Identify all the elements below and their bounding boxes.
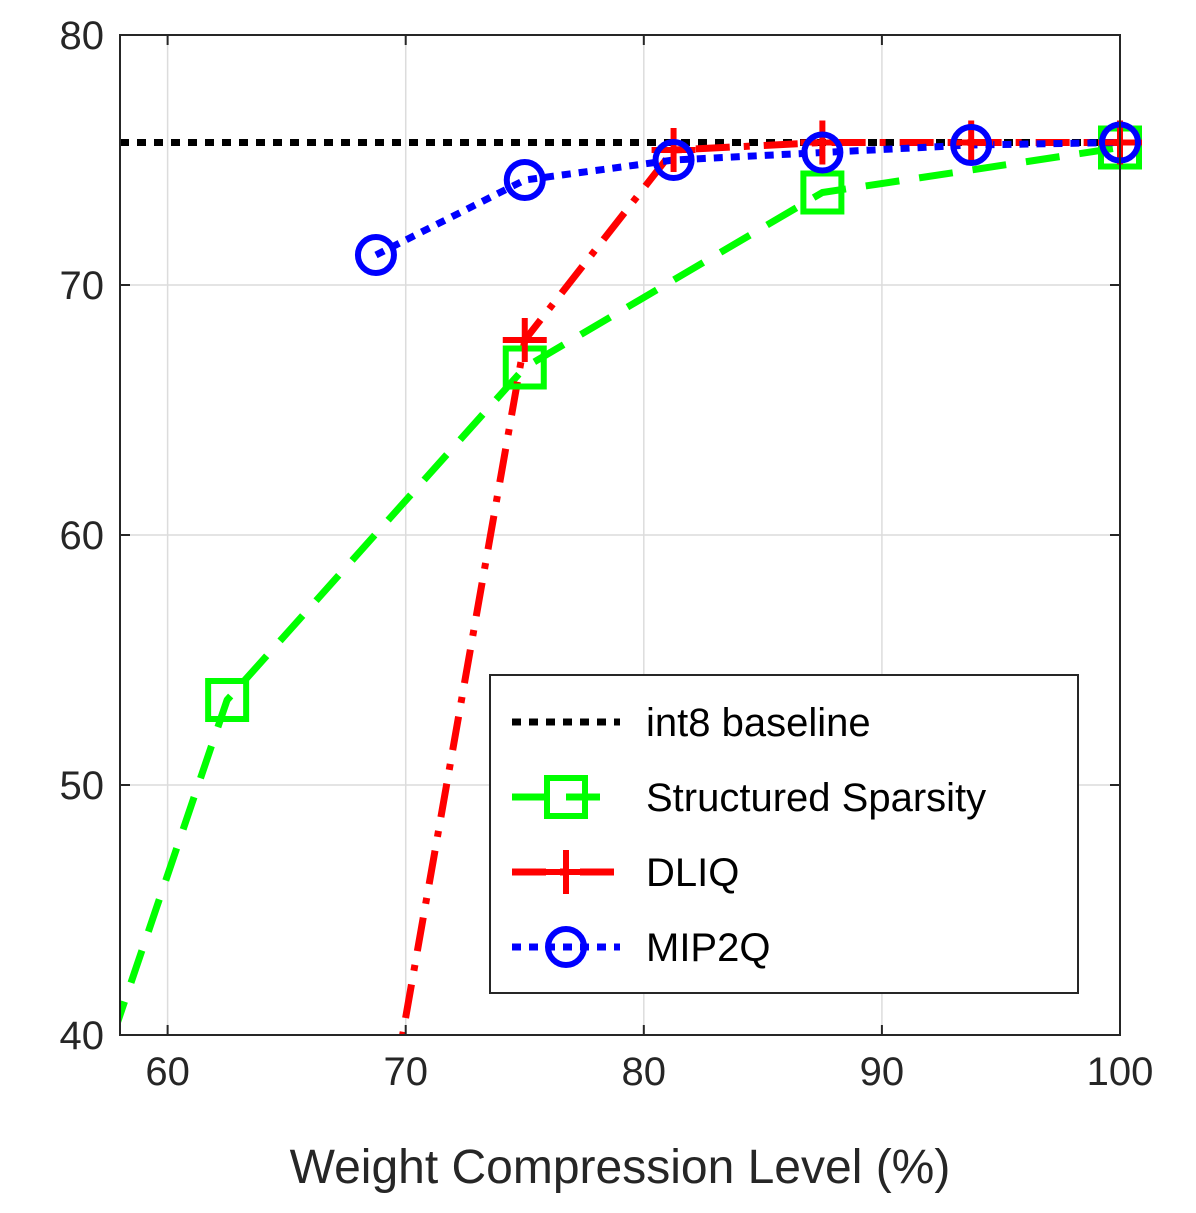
- data-point-mip2q: [354, 234, 397, 276]
- legend-label-structured-sparsity: Structured Sparsity: [646, 776, 986, 820]
- x-tick-label: 70: [383, 1050, 428, 1094]
- legend-marker-structured-sparsity: [544, 775, 588, 819]
- data-point-structured-sparsity: [205, 678, 250, 722]
- ticks: 60 70 80 90 100 40 50 60 70 80: [60, 14, 1154, 1094]
- legend-label-int8-baseline: int8 baseline: [646, 701, 871, 745]
- legend: int8 baseline Structured Sparsity DLIQ MIP2…: [489, 674, 1079, 994]
- series-line-mip2q: [374, 139, 1120, 259]
- legend-marker-dliq: [544, 850, 588, 894]
- x-tick-label: 90: [860, 1050, 905, 1094]
- y-tick-label: 50: [60, 764, 105, 808]
- data-point-dliq: [502, 318, 547, 362]
- data-point-mip2q: [652, 139, 695, 181]
- legend-marker-mip2q: [545, 926, 587, 968]
- x-axis-title: Weight Compression Level (%): [290, 1141, 951, 1194]
- legend-box: [489, 674, 1079, 994]
- legend-label-mip2q: MIP2Q: [646, 926, 770, 970]
- series-line-structured-sparsity: [120, 144, 1120, 1026]
- data-point-mip2q: [801, 131, 844, 174]
- y-tick-label: 70: [60, 264, 105, 308]
- legend-label-dliq: DLIQ: [646, 851, 739, 895]
- series-line-dliq: [399, 139, 1120, 1035]
- x-tick-label: 60: [145, 1050, 190, 1094]
- x-tick-label: 80: [622, 1050, 667, 1094]
- y-tick-label: 60: [60, 514, 105, 558]
- y-tick-label: 40: [60, 1014, 105, 1058]
- data-point-mip2q: [503, 159, 546, 201]
- y-tick-label: 80: [60, 14, 105, 58]
- x-tick-label: 100: [1087, 1050, 1154, 1094]
- data-point-mip2q: [950, 124, 993, 166]
